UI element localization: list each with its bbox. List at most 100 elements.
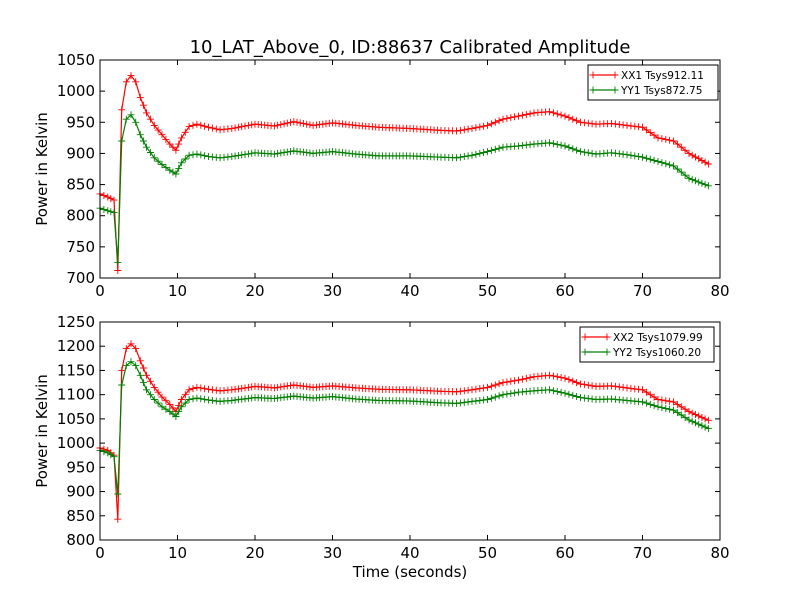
x-tick-label: 30: [323, 544, 342, 562]
data-point: [162, 397, 170, 405]
x-tick-label: 50: [478, 282, 497, 300]
data-point: [197, 151, 205, 159]
data-point: [646, 391, 654, 399]
y-tick-label: 950: [66, 113, 95, 131]
data-point: [143, 109, 150, 117]
legend-marker: [603, 348, 611, 356]
data-point: [283, 119, 291, 127]
data-point: [553, 373, 561, 381]
data-point: [670, 137, 677, 145]
data-point: [569, 391, 577, 399]
data-point: [189, 385, 197, 393]
data-point: [557, 388, 565, 396]
data-point: [480, 149, 488, 156]
data-point: [515, 142, 522, 150]
data-point: [189, 121, 197, 129]
data-point: [132, 345, 140, 353]
data-point: [642, 154, 650, 162]
data-point: [270, 122, 278, 130]
data-point: [619, 150, 627, 158]
data-point: [704, 416, 712, 424]
series-line: [99, 113, 709, 263]
y-tick-label: 1150: [57, 361, 95, 379]
data-point: [670, 398, 677, 406]
y-axis-label: Power in Kelvin: [33, 374, 51, 488]
data-point: [639, 398, 646, 406]
x-tick-label: 0: [95, 282, 105, 300]
y-tick-label: 900: [66, 483, 95, 501]
data-point: [546, 386, 553, 394]
data-point: [588, 120, 596, 128]
data-point: [201, 152, 209, 160]
data-point: [623, 151, 631, 159]
data-point: [503, 378, 511, 386]
data-point: [688, 417, 696, 425]
data-point: [274, 150, 282, 157]
data-point: [557, 141, 565, 149]
data-point: [127, 111, 135, 119]
legend: XX2 Tsys1079.99 YY2 Tsys1060.20: [579, 326, 715, 363]
data-point: [695, 178, 703, 186]
data-point: [569, 115, 577, 123]
data-point: [197, 121, 205, 129]
data-point: [553, 140, 561, 148]
data-point: [701, 181, 709, 189]
data-point: [499, 391, 507, 399]
data-point: [139, 101, 147, 109]
data-point: [132, 362, 140, 370]
data-point: [635, 385, 643, 393]
data-point: [484, 121, 491, 129]
data-point: [611, 382, 619, 390]
data-point: [185, 386, 193, 394]
data-point: [646, 400, 654, 408]
data-point: [480, 384, 488, 392]
data-point: [561, 389, 569, 397]
data-point: [228, 125, 236, 132]
data-point: [197, 384, 205, 392]
data-point: [654, 403, 662, 411]
data-point: [158, 131, 166, 139]
data-point: [231, 396, 239, 404]
data-point: [642, 399, 650, 407]
y-tick-label: 1050: [57, 410, 95, 428]
data-point: [228, 153, 236, 160]
data-point: [615, 383, 623, 391]
chart-panel-bottom: 0 10 20 30 40 50 60 70 80 800 850 900 950 1000 1050 110…: [33, 313, 730, 581]
data-point: [681, 146, 689, 154]
data-point: [518, 375, 526, 383]
data-point: [185, 396, 193, 403]
data-point: [507, 390, 515, 397]
data-point: [189, 151, 197, 159]
data-point: [280, 120, 288, 128]
data-point: [177, 159, 185, 167]
data-point: [526, 374, 534, 382]
y-tick-label: 1100: [57, 386, 95, 404]
data-point: [681, 171, 689, 179]
data-point: [584, 381, 592, 389]
data-point: [546, 108, 553, 116]
data-point: [476, 149, 484, 157]
data-point: [177, 403, 185, 411]
data-point: [658, 404, 666, 412]
data-point: [270, 150, 278, 158]
data-point: [248, 121, 256, 129]
legend-entry: XX2 Tsys1079.99: [613, 332, 703, 344]
data-point: [216, 126, 224, 134]
data-point: [526, 141, 534, 149]
data-point: [515, 112, 522, 120]
data-point: [244, 121, 252, 129]
data-point: [127, 358, 135, 366]
y-tick-label: 700: [66, 269, 95, 287]
data-point: [685, 408, 693, 416]
data-point: [480, 396, 488, 404]
data-point: [244, 150, 252, 158]
data-point: [573, 146, 581, 154]
data-point: [487, 394, 495, 402]
legend-entry: XX1 Tsys912.11: [621, 70, 704, 82]
data-point: [565, 376, 573, 384]
data-point: [577, 118, 584, 126]
x-tick-label: 10: [168, 282, 187, 300]
data-point: [172, 170, 180, 178]
data-point: [503, 390, 511, 398]
